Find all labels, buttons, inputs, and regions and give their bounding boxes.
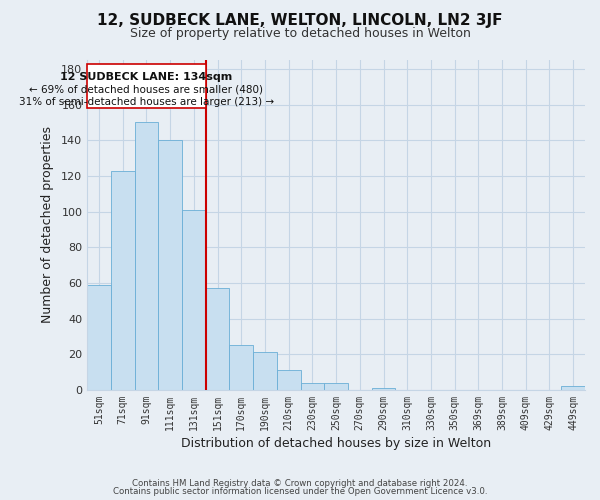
Bar [324, 383, 348, 390]
Bar [561, 386, 585, 390]
Y-axis label: Number of detached properties: Number of detached properties [41, 126, 54, 324]
Bar [301, 383, 324, 390]
Bar [277, 370, 301, 390]
Text: Contains public sector information licensed under the Open Government Licence v3: Contains public sector information licen… [113, 487, 487, 496]
Bar [158, 140, 182, 390]
Text: 12 SUDBECK LANE: 134sqm: 12 SUDBECK LANE: 134sqm [61, 72, 233, 83]
Bar [111, 170, 134, 390]
Text: Contains HM Land Registry data © Crown copyright and database right 2024.: Contains HM Land Registry data © Crown c… [132, 478, 468, 488]
Text: 31% of semi-detached houses are larger (213) →: 31% of semi-detached houses are larger (… [19, 98, 274, 108]
Bar [229, 346, 253, 390]
FancyBboxPatch shape [87, 64, 206, 108]
Text: ← 69% of detached houses are smaller (480): ← 69% of detached houses are smaller (48… [29, 85, 263, 95]
X-axis label: Distribution of detached houses by size in Welton: Distribution of detached houses by size … [181, 437, 491, 450]
Bar [371, 388, 395, 390]
Bar [182, 210, 206, 390]
Bar [134, 122, 158, 390]
Bar [206, 288, 229, 390]
Text: 12, SUDBECK LANE, WELTON, LINCOLN, LN2 3JF: 12, SUDBECK LANE, WELTON, LINCOLN, LN2 3… [97, 12, 503, 28]
Text: Size of property relative to detached houses in Welton: Size of property relative to detached ho… [130, 28, 470, 40]
Bar [87, 284, 111, 390]
Bar [253, 352, 277, 390]
